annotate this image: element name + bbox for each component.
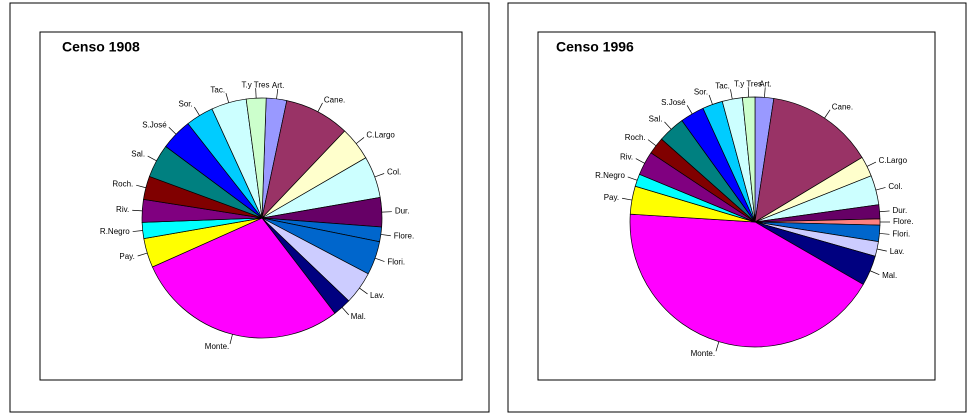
- leader-line: [747, 87, 750, 98]
- leader-line: [764, 87, 766, 98]
- leader-line: [225, 93, 230, 103]
- leader-line: [866, 161, 877, 167]
- leader-line: [708, 94, 713, 105]
- pie-slice: [629, 213, 864, 348]
- chart-title: Censo 1996: [556, 39, 634, 55]
- slice-label: T.y Tres: [734, 79, 762, 88]
- chart-title: Censo 1908: [62, 39, 140, 55]
- slice-label: Flori.: [892, 230, 910, 239]
- slice-label: Pay.: [119, 252, 134, 261]
- slice-label: Dur.: [893, 206, 908, 215]
- leader-line: [627, 176, 638, 181]
- slice-label: S.José: [142, 120, 167, 129]
- slice-label: Cane.: [324, 95, 345, 104]
- leader-line: [132, 209, 143, 212]
- leader-line: [374, 257, 385, 262]
- slice-label: C.Largo: [366, 131, 395, 140]
- pie-slice: [754, 98, 863, 223]
- slice-label: Lav.: [890, 247, 905, 256]
- leader-line: [317, 102, 323, 112]
- leader-line: [194, 106, 200, 116]
- slice-label: T.y Tres: [242, 80, 270, 89]
- leader-line: [136, 184, 146, 189]
- leader-line: [876, 248, 887, 252]
- slice-label: Col.: [387, 168, 401, 177]
- leader-line: [355, 137, 365, 144]
- leader-line: [147, 155, 157, 162]
- leader-line: [622, 197, 633, 201]
- slice-label: Flore.: [893, 217, 913, 226]
- leader-line: [647, 139, 657, 147]
- slice-label: Riv.: [116, 205, 129, 214]
- slice-label: Sor.: [179, 100, 193, 109]
- pie-slice: [742, 96, 756, 223]
- slice-label: Flori.: [387, 258, 405, 267]
- leader-line: [879, 210, 890, 213]
- slice-label: Lav.: [370, 291, 385, 300]
- leader-line: [664, 121, 672, 130]
- slice-label: Sor.: [694, 87, 708, 96]
- slice-label: Riv.: [620, 152, 633, 161]
- leader-line: [869, 270, 880, 275]
- leader-line: [875, 187, 886, 191]
- slice-label: R.Negro: [100, 227, 130, 236]
- slice-label: S.José: [661, 98, 686, 107]
- leader-line: [229, 334, 233, 345]
- leader-line: [132, 230, 143, 232]
- slice-label: Monte.: [205, 342, 229, 351]
- leader-line: [879, 233, 890, 235]
- slice-label: Col.: [888, 182, 902, 191]
- slice-label: Mal.: [882, 271, 897, 280]
- slice-label: Tac.: [210, 85, 225, 94]
- slice-label: Sal.: [131, 150, 145, 159]
- slice-label: Monte.: [691, 349, 715, 358]
- slice-label: Dur.: [395, 207, 410, 216]
- leader-line: [359, 287, 368, 295]
- slice-label: Art.: [272, 81, 284, 90]
- leader-line: [730, 89, 733, 100]
- leader-line: [635, 158, 645, 164]
- slice-label: Cane.: [832, 102, 853, 111]
- leader-line: [715, 341, 720, 352]
- leader-line: [276, 88, 279, 99]
- slice-label: Flore.: [394, 231, 414, 240]
- slice-label: Pay.: [604, 193, 619, 202]
- leader-line: [824, 109, 831, 119]
- slice-label: Roch.: [112, 180, 133, 189]
- leader-line: [374, 173, 385, 178]
- slice-label: Mal.: [351, 312, 366, 321]
- slice-label: Art.: [759, 80, 771, 89]
- leader-line: [380, 234, 391, 237]
- leader-line: [686, 105, 693, 115]
- slice-label: Roch.: [625, 133, 646, 142]
- slice-label: Tac.: [715, 81, 730, 90]
- leader-line: [137, 252, 148, 257]
- leader-line: [341, 307, 349, 316]
- slice-label: Sal.: [649, 115, 663, 124]
- pie-slice: [245, 97, 267, 219]
- leader-line: [168, 127, 177, 135]
- slice-label: C.Largo: [879, 156, 908, 165]
- slice-label: R.Negro: [595, 171, 625, 180]
